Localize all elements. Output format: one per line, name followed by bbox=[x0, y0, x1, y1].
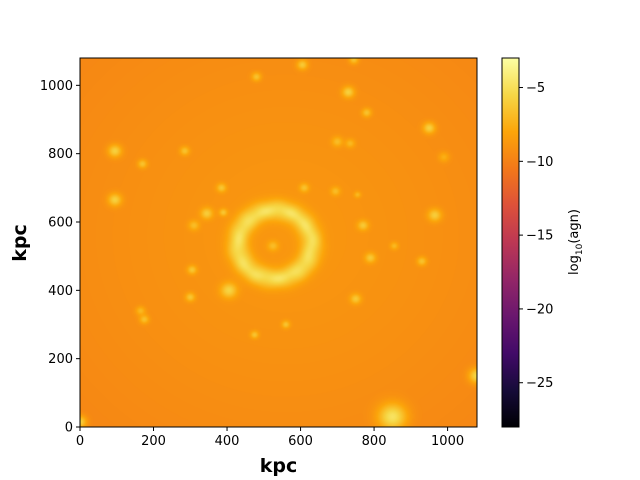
colorbar-label-arg: (agn) bbox=[567, 209, 582, 244]
colorbar-label-sub: 10 bbox=[575, 243, 585, 255]
x-tick-label: 0 bbox=[76, 434, 84, 449]
y-tick-label: 600 bbox=[48, 216, 73, 231]
y-axis-label: kpc bbox=[9, 224, 31, 262]
colorbar-label: log10(agn) bbox=[567, 209, 585, 275]
heatmap-plot bbox=[79, 57, 478, 428]
colorbar-tick-label: −5 bbox=[526, 81, 545, 96]
x-tick-label: 600 bbox=[288, 434, 313, 449]
colorbar-gradient bbox=[501, 57, 520, 428]
y-tick-label: 800 bbox=[48, 147, 73, 162]
colorbar-tick-label: −25 bbox=[526, 376, 553, 391]
colorbar-tick-label: −10 bbox=[526, 155, 553, 170]
plot-frame bbox=[79, 57, 478, 428]
x-tick-label: 800 bbox=[362, 434, 387, 449]
colorbar: −5 −10 −15 −20 −25 log10(agn) bbox=[501, 57, 585, 428]
y-tick-label: 1000 bbox=[40, 79, 73, 94]
heatmap-image bbox=[80, 58, 477, 427]
y-tick-label: 200 bbox=[48, 352, 73, 367]
colorbar-ticks: −5 −10 −15 −20 −25 bbox=[519, 81, 553, 391]
y-tick-label: 0 bbox=[65, 421, 73, 436]
x-tick-label: 400 bbox=[215, 434, 240, 449]
colorbar-tick-label: −20 bbox=[526, 302, 553, 317]
x-axis-label: kpc bbox=[260, 455, 298, 477]
x-tick-label: 200 bbox=[141, 434, 166, 449]
y-axis: 0 200 400 600 800 1000 bbox=[40, 79, 80, 436]
x-tick-label: 1000 bbox=[431, 434, 464, 449]
y-tick-label: 400 bbox=[48, 284, 73, 299]
x-axis: 0 200 400 600 800 1000 bbox=[76, 427, 464, 449]
colorbar-tick-label: −15 bbox=[526, 229, 553, 244]
colorbar-label-base: log bbox=[567, 255, 582, 275]
